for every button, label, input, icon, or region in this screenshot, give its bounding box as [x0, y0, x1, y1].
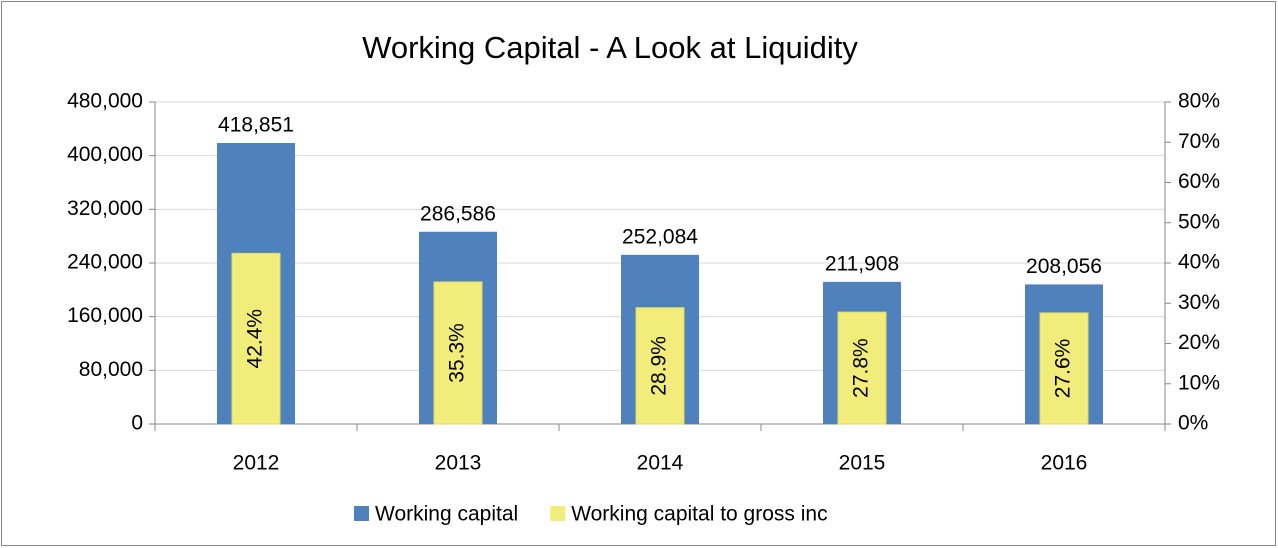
- legend-label: Working capital to gross inc: [571, 503, 827, 526]
- legend-swatch: [550, 506, 566, 521]
- y2-tick-label: 20%: [1178, 331, 1220, 354]
- y-tick-label: 320,000: [67, 197, 143, 220]
- x-tick-label: 2016: [1041, 452, 1088, 475]
- y2-tick-label: 60%: [1178, 170, 1220, 193]
- y2-tick-label: 10%: [1178, 371, 1220, 394]
- data-label: 252,084: [622, 225, 698, 248]
- y2-tick-label: 40%: [1178, 251, 1220, 274]
- bar: [837, 311, 887, 425]
- data-label: 211,908: [825, 252, 899, 275]
- data-label: 27.6%: [1052, 339, 1075, 399]
- bar: [231, 252, 281, 425]
- bar: [1039, 312, 1089, 425]
- x-tick-label: 2015: [839, 452, 886, 475]
- data-label: 28.9%: [648, 336, 671, 396]
- y2-tick-label: 50%: [1178, 210, 1220, 233]
- x-tick-label: 2012: [233, 452, 280, 475]
- y2-tick-label: 80%: [1178, 90, 1220, 113]
- y-tick-label: 80,000: [79, 358, 143, 381]
- y2-tick-label: 30%: [1178, 291, 1220, 314]
- data-label: 208,056: [1026, 255, 1102, 278]
- bar: [433, 281, 483, 425]
- data-label: 27.8%: [850, 338, 873, 398]
- legend-label: Working capital: [375, 503, 518, 526]
- x-tick-label: 2013: [435, 452, 482, 475]
- y-tick-label: 160,000: [67, 304, 143, 327]
- chart-title: Working Capital - A Look at Liquidity: [362, 30, 858, 65]
- data-label: 35.3%: [446, 323, 469, 383]
- x-tick-label: 2014: [637, 452, 684, 475]
- data-label: 418,851: [218, 114, 294, 137]
- legend-swatch: [354, 506, 369, 521]
- data-label: 42.4%: [244, 309, 267, 369]
- y-tick-label: 400,000: [67, 143, 143, 166]
- y-tick-label: 480,000: [67, 90, 143, 113]
- y2-tick-label: 0%: [1178, 412, 1208, 435]
- y-tick-label: 0: [131, 412, 143, 435]
- y-tick-label: 240,000: [67, 251, 143, 274]
- y2-tick-label: 70%: [1178, 130, 1220, 153]
- data-label: 286,586: [420, 202, 496, 225]
- bar: [635, 307, 685, 425]
